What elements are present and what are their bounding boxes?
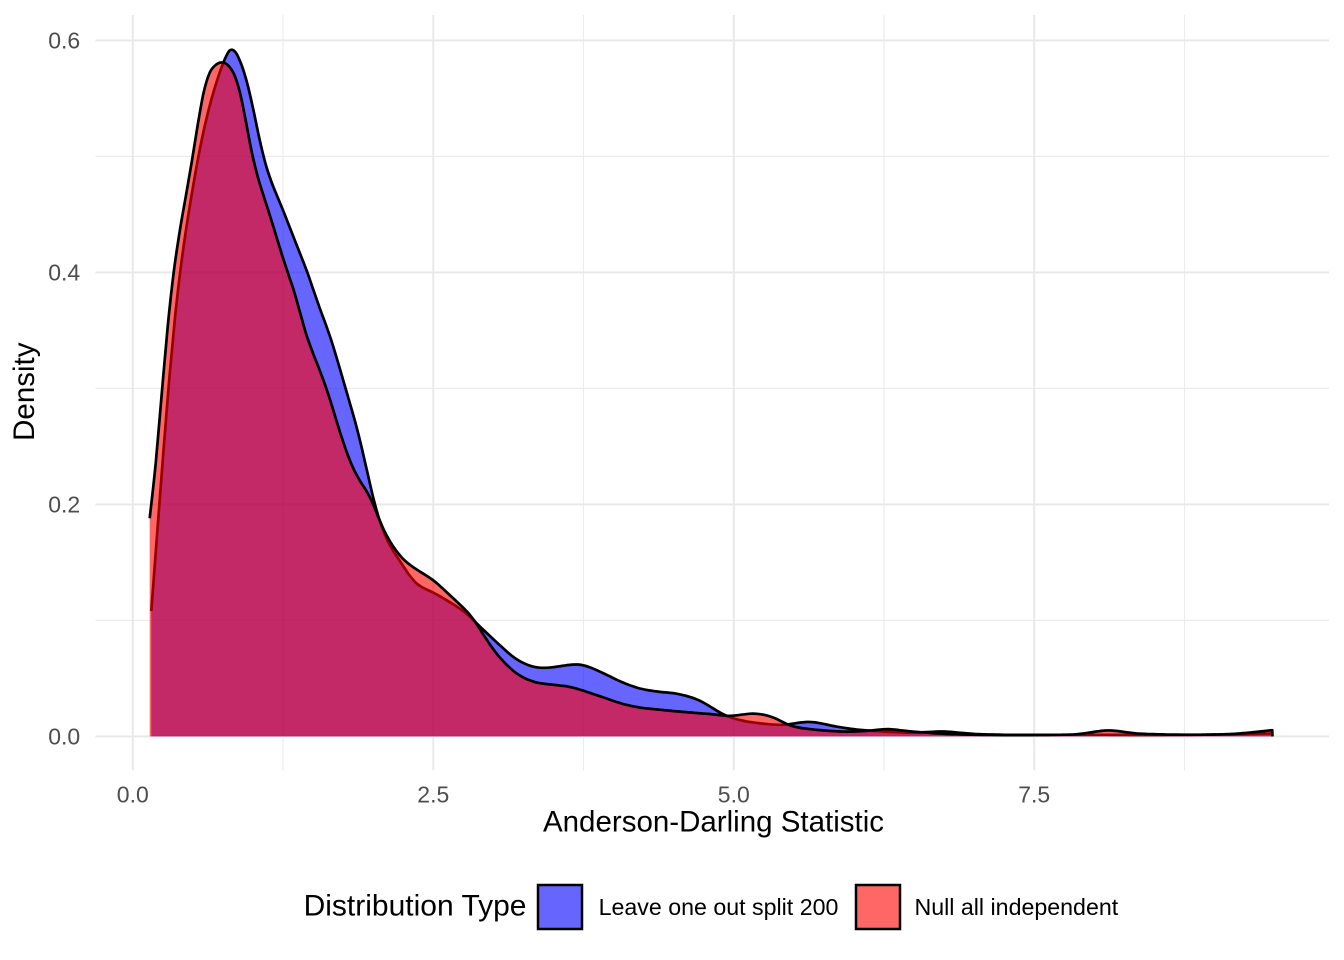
svg-text:0.2: 0.2 xyxy=(48,491,80,517)
svg-text:0.0: 0.0 xyxy=(117,781,149,807)
svg-text:0.6: 0.6 xyxy=(48,27,80,53)
svg-text:Distribution Type: Distribution Type xyxy=(304,890,527,923)
svg-text:2.5: 2.5 xyxy=(417,781,449,807)
svg-text:0.0: 0.0 xyxy=(48,723,80,749)
svg-text:5.0: 5.0 xyxy=(718,781,750,807)
svg-text:7.5: 7.5 xyxy=(1018,781,1050,807)
svg-text:0.4: 0.4 xyxy=(48,259,80,285)
svg-text:Anderson-Darling Statistic: Anderson-Darling Statistic xyxy=(543,805,884,838)
svg-text:Null all independent: Null all independent xyxy=(915,894,1119,920)
svg-text:Density: Density xyxy=(8,342,41,441)
svg-text:Leave one out split 200: Leave one out split 200 xyxy=(599,894,839,920)
